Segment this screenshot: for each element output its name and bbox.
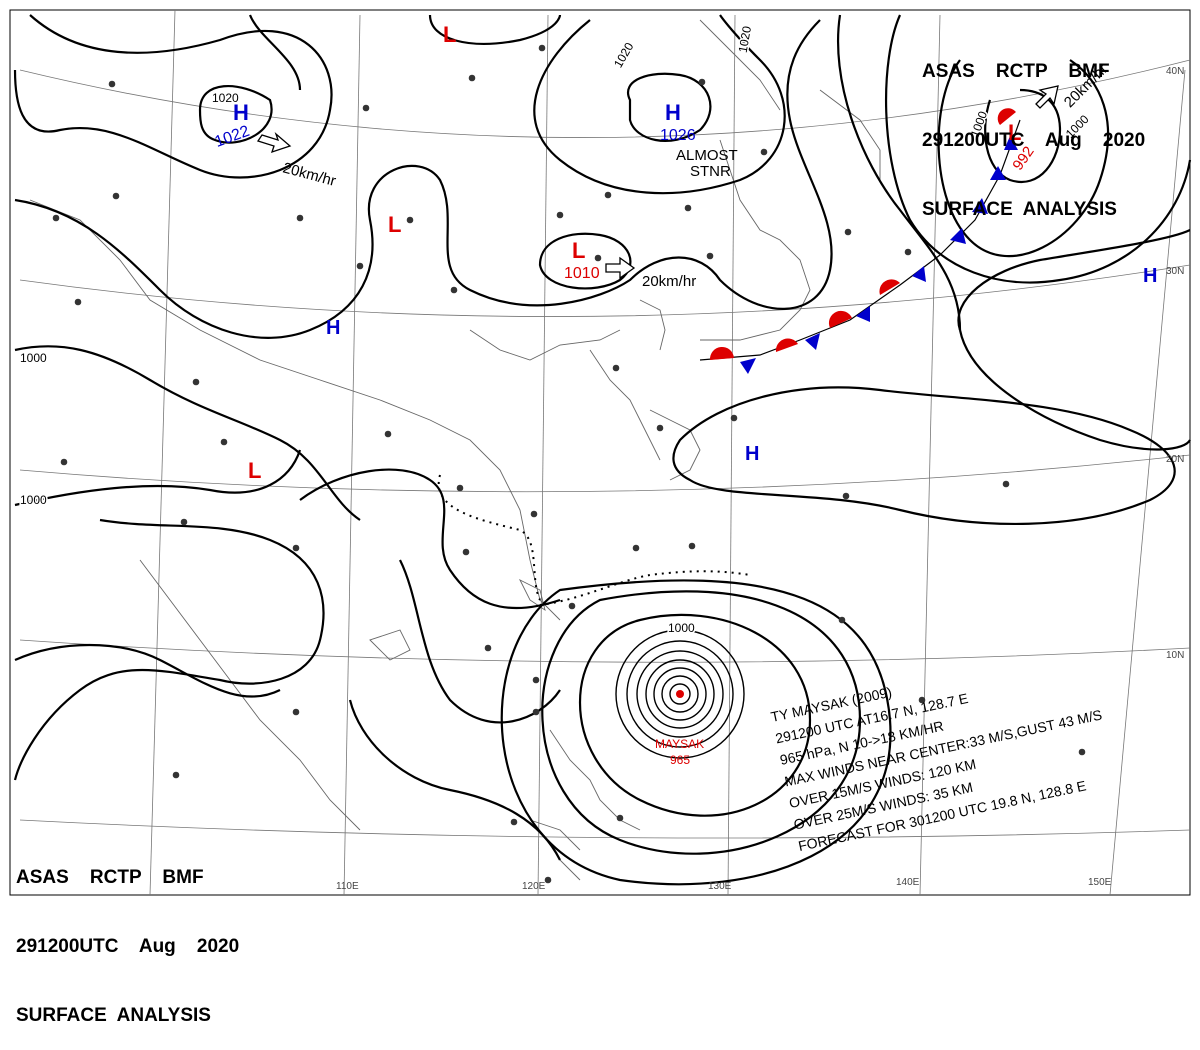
cold-front-symbol (740, 358, 756, 374)
motion-arrow-icon (256, 131, 292, 154)
warm-front-symbol (879, 279, 900, 295)
warm-front-symbol (709, 346, 734, 360)
lon-label: 120E (522, 881, 546, 892)
isobar-label: 1020 (736, 25, 754, 54)
low-symbol: L (388, 212, 401, 237)
lon-label: 140E (896, 877, 920, 888)
header-line: ASAS RCTP BMF (16, 867, 204, 888)
lon-labels: 110E 120E 130E 140E 150E (336, 877, 1112, 892)
warm-front-symbol (828, 310, 852, 328)
header-bottom: ASAS RCTP BMF 291200UTC Aug 2020 SURFACE… (16, 820, 239, 1050)
header-line: 291200UTC Aug 2020 (922, 130, 1146, 151)
cold-front-symbol (990, 166, 1006, 180)
motion-arrow-icon (605, 256, 636, 280)
high-symbol: H (665, 100, 681, 125)
high-pressure-value: 1026 (660, 127, 696, 144)
low-symbol: L (572, 238, 585, 263)
high-symbol: H (745, 443, 759, 465)
isobar-label: 1020 (212, 91, 239, 105)
typhoon-center-icon (676, 690, 684, 698)
parallels (19, 59, 1191, 839)
low-symbol: L (248, 458, 261, 483)
low-symbol: L (1008, 120, 1021, 145)
header-top: ASAS RCTP BMF 291200UTC Aug 2020 SURFACE… (922, 14, 1145, 244)
lat-label: 10N (1166, 650, 1184, 661)
coastlines (29, 19, 881, 881)
cold-front-symbol (950, 228, 966, 244)
lon-label: 150E (1088, 877, 1112, 888)
high-symbol: H (233, 100, 249, 125)
motion-arrows (256, 85, 1059, 280)
typhoon-pressure: 965 (670, 753, 690, 767)
weather-map: H 1022 H 1026 H H H L L L 1010 L L 992 2… (9, 9, 1192, 896)
typhoon-isobars (615, 629, 745, 759)
lat-label: 30N (1166, 266, 1184, 277)
station-plots (52, 44, 1086, 884)
cold-front-symbol (972, 198, 988, 214)
header-line: ASAS RCTP BMF (922, 61, 1110, 82)
cold-front-symbol (912, 266, 926, 282)
typhoon-name: MAYSAK (655, 737, 704, 751)
header-line: SURFACE ANALYSIS (16, 1005, 211, 1026)
isobars (13, 14, 1192, 886)
warm-front-symbol (997, 108, 1016, 125)
motion-arrow-icon (1035, 85, 1059, 109)
cold-front-symbol (805, 333, 820, 350)
svg-text:STNR: STNR (690, 163, 731, 180)
stationary-note: ALMOST STNR (676, 147, 738, 180)
cold-front-symbol (1004, 136, 1018, 150)
isobar-label: 1000 (20, 351, 47, 365)
high-symbol: H (326, 317, 340, 339)
typhoon-label: MAYSAK 965 (655, 737, 704, 767)
header-line: 291200UTC Aug 2020 (16, 936, 240, 957)
isobar-label: 1000 (20, 493, 47, 507)
lat-labels: 40N 30N 20N 10N (1166, 66, 1184, 661)
low-symbol: L (443, 22, 456, 47)
isobar-label: 1000 (668, 621, 695, 635)
motion-speed-label: 20km/hr (642, 273, 696, 290)
lon-label: 110E (336, 881, 359, 892)
front (699, 108, 1021, 374)
map-frame (9, 9, 1191, 896)
lon-label: 130E (708, 881, 732, 892)
high-symbol: H (1143, 265, 1157, 287)
low-pressure-value: 1010 (564, 265, 600, 282)
lat-label: 40N (1166, 66, 1184, 77)
svg-text:ALMOST: ALMOST (676, 147, 738, 164)
cold-front-symbol (856, 306, 870, 322)
header-line: SURFACE ANALYSIS (922, 199, 1117, 220)
lat-label: 20N (1166, 454, 1184, 465)
trough-lines (437, 474, 751, 606)
warm-front-symbol (775, 338, 798, 352)
